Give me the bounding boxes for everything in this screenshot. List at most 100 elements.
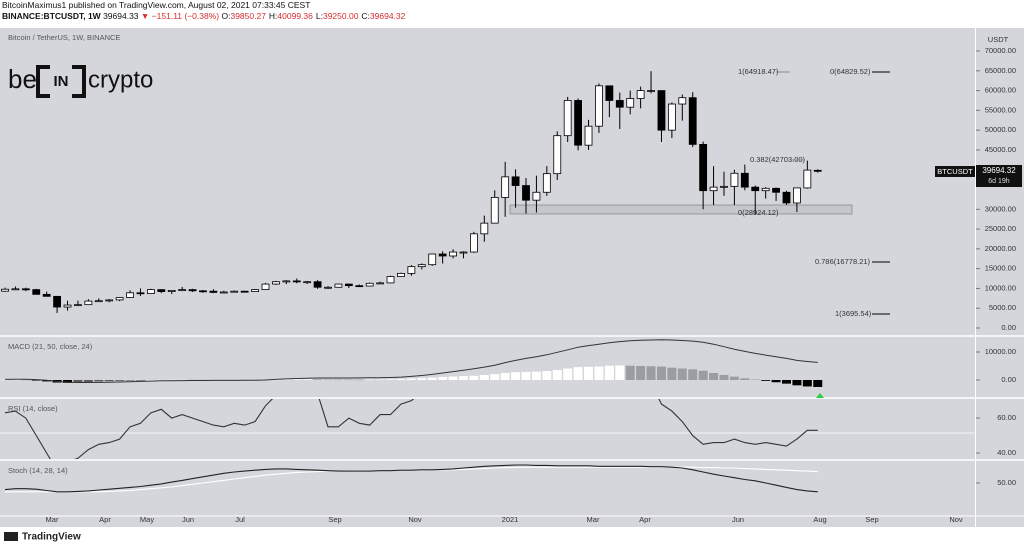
ohlc-key: C: — [361, 11, 370, 21]
macd-histogram-bar — [135, 380, 145, 381]
macd-histogram-bar — [386, 379, 396, 381]
candle-body — [772, 187, 780, 193]
footer-logo: TradingView — [22, 532, 81, 543]
ohlc-key: L: — [315, 11, 323, 21]
candle-body — [146, 289, 155, 294]
x-tick-label: Mar — [46, 515, 59, 524]
candle-body — [199, 290, 207, 293]
candle-body — [230, 290, 239, 293]
candle-body — [532, 191, 541, 201]
price-tag-symbol: BTCUSDT — [937, 167, 973, 176]
candle-body — [542, 173, 551, 193]
price-unit: USDT — [988, 35, 1009, 44]
y-tick-label: 10000.00 — [985, 283, 1016, 292]
macd-histogram-bar — [729, 376, 739, 381]
macd-histogram-bar — [271, 379, 281, 381]
macd-histogram-bar — [167, 379, 177, 381]
logo-text: be — [8, 64, 37, 94]
footer: TradingView — [4, 532, 81, 543]
candle-body — [574, 100, 582, 146]
candle-body — [584, 125, 593, 146]
y-tick-label: 25000.00 — [985, 224, 1016, 233]
candle-body — [469, 233, 478, 253]
candle-body — [292, 280, 301, 283]
macd-histogram-bar — [563, 368, 573, 381]
macd-histogram-bar — [542, 371, 552, 381]
pane — [1, 71, 822, 313]
macd-histogram-bar — [479, 374, 489, 381]
candle-body — [490, 197, 499, 224]
candle-body — [553, 135, 562, 175]
candle-body — [449, 251, 457, 257]
macd-histogram-bar — [63, 380, 73, 383]
candle-body — [74, 304, 82, 307]
candle-body — [167, 290, 176, 292]
macd-histogram-bar — [83, 380, 93, 382]
candle-body — [688, 97, 697, 145]
y-tick-label: 55000.00 — [985, 105, 1016, 114]
candle-body — [1, 288, 9, 292]
macd-histogram-bar — [511, 372, 521, 381]
footer-logo-icon — [4, 532, 18, 541]
x-tick-label: Apr — [639, 515, 651, 524]
macd-histogram-bar — [156, 379, 166, 381]
macd-histogram-bar — [281, 379, 291, 381]
macd-histogram-bar — [813, 380, 823, 388]
pane-title: MACD (21, 50, close, 24) — [8, 342, 93, 351]
candle-body — [605, 85, 614, 101]
macd-histogram-bar — [573, 367, 583, 381]
candle-body — [793, 187, 801, 204]
candle-body — [136, 292, 145, 295]
candle-body — [667, 103, 676, 131]
pane — [4, 399, 818, 459]
candle-body — [782, 191, 791, 204]
candle-body — [324, 286, 332, 289]
candle-body — [803, 169, 812, 189]
logo-bracket-gap — [50, 64, 72, 99]
candle-body — [511, 176, 520, 186]
alert-marker — [816, 393, 824, 398]
macd-histogram-bar — [31, 380, 41, 381]
ohlc: O:39850.27 H:40099.36 L:39250.00 C:39694.32 — [221, 11, 408, 21]
price-tag-countdown: 6d 19h — [988, 178, 1010, 185]
macd-histogram-bar — [677, 368, 687, 381]
indicator-line — [4, 399, 818, 459]
x-tick-label: Nov — [408, 515, 422, 524]
x-tick-label: Aug — [813, 515, 826, 524]
candle-body — [417, 264, 426, 268]
x-tick-label: Sep — [865, 515, 878, 524]
macd-histogram-bar — [625, 365, 635, 381]
candle-body — [678, 97, 687, 105]
pane — [4, 464, 818, 493]
candle-body — [438, 253, 447, 257]
macd-histogram-bar — [782, 380, 791, 384]
macd-histogram-bar — [740, 378, 750, 381]
y-tick-label: 15000.00 — [985, 264, 1016, 273]
macd-histogram-bar — [636, 366, 646, 381]
candle-body — [407, 266, 416, 274]
macd-histogram-bar — [646, 366, 656, 381]
macd-histogram-bar — [761, 380, 771, 381]
y-tick-label: 60000.00 — [985, 86, 1016, 95]
macd-histogram-bar — [667, 367, 677, 381]
y-tick-label: 60.00 — [997, 413, 1016, 422]
fib-level-label: 1(64918.47) — [738, 67, 779, 76]
y-tick-label: 20000.00 — [985, 244, 1016, 253]
ohlc-key: H: — [268, 11, 278, 21]
candle-body — [282, 280, 291, 283]
ohlc-value: 39850.27 — [230, 11, 266, 21]
candle-body — [115, 297, 124, 301]
macd-histogram-bar — [490, 374, 500, 381]
candle-body — [813, 169, 822, 172]
candle-body — [251, 289, 259, 292]
y-tick-label: 50000.00 — [985, 125, 1016, 134]
candle-body — [188, 289, 197, 292]
candle-body — [53, 295, 61, 308]
pane — [0, 339, 823, 388]
candle-body — [459, 251, 468, 254]
macd-histogram-bar — [406, 378, 416, 381]
pane-title: Stoch (14, 28, 14) — [8, 466, 68, 475]
candle-body — [334, 283, 343, 288]
candle-body — [397, 272, 405, 277]
